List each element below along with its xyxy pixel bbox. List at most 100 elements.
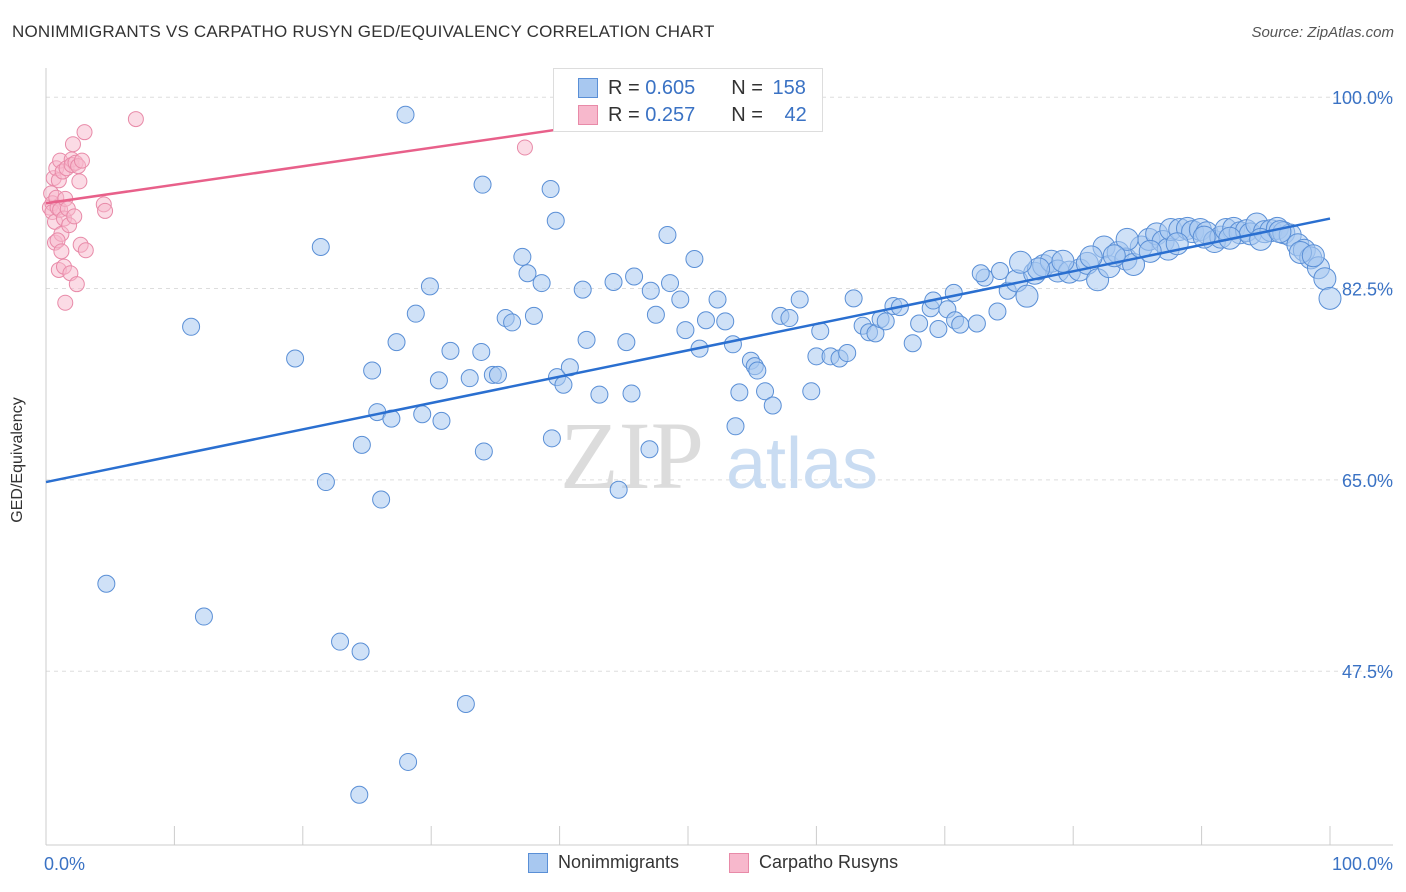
data-point-nonimmigrants [730,383,749,402]
chart-title: NONIMMIGRANTS VS CARPATHO RUSYN GED/EQUI… [12,22,715,41]
data-point-nonimmigrants [1079,245,1103,269]
legend-series: Nonimmigrants Carpatho Rusyns [0,852,1406,876]
data-point-nonimmigrants [350,785,369,804]
data-point-nonimmigrants [573,280,592,299]
tick-labels: 47.5% 65.0% 82.5% 100.0% 0.0% 100.0% [44,88,1393,874]
data-point-nonimmigrants [554,375,573,394]
data-point-nonimmigrants [488,365,507,384]
data-point-nonimmigrants [432,411,451,430]
data-point-nonimmigrants [429,371,448,390]
data-point-nonimmigrants [460,369,479,388]
data-point-nonimmigrants [542,429,561,448]
x-tick-label: 0.0% [44,854,85,874]
data-point-carpatho-rusyns [77,242,94,259]
trend-line-carpatho-rusyns [45,126,571,205]
legend-n-label: N = [731,103,769,126]
data-point-carpatho-rusyns [57,294,74,311]
data-point-nonimmigrants [1138,239,1162,263]
data-point-nonimmigrants [1051,249,1075,273]
data-point-nonimmigrants [685,250,704,269]
data-point-nonimmigrants [513,247,532,266]
carpatho-rusyns-points [41,111,533,311]
y-axis-label: GED/Equivalency [9,397,26,523]
data-point-carpatho-rusyns [516,139,533,156]
data-point-nonimmigrants [351,642,370,661]
data-point-nonimmigrants [406,304,425,323]
data-point-nonimmigrants [541,180,560,199]
data-point-nonimmigrants [396,105,415,124]
data-point-nonimmigrants [474,442,493,461]
data-point-nonimmigrants [546,211,565,230]
data-point-nonimmigrants [844,289,863,308]
axes [45,68,1393,846]
data-point-carpatho-rusyns [76,124,93,141]
data-point-nonimmigrants [991,262,1010,281]
data-point-carpatho-rusyns [66,208,83,225]
y-tick-label: 82.5% [1342,280,1393,300]
data-point-nonimmigrants [622,384,641,403]
data-point-nonimmigrants [876,312,895,331]
data-point-nonimmigrants [316,473,335,492]
data-point-nonimmigrants [609,480,628,499]
source-label: Source: ZipAtlas.com [1251,24,1394,41]
data-point-nonimmigrants [524,306,543,325]
data-point-nonimmigrants [590,385,609,404]
y-tick-label: 65.0% [1342,471,1393,491]
watermark-atlas: atlas [726,424,878,504]
data-point-nonimmigrants [748,361,767,380]
trend-line-nonimmigrants [45,217,1331,484]
data-point-nonimmigrants [1313,267,1337,291]
data-point-nonimmigrants [658,225,677,244]
data-point-nonimmigrants [944,283,963,302]
data-point-carpatho-rusyns [53,243,70,260]
x-tick-label: 100.0% [1332,854,1393,874]
data-point-nonimmigrants [311,237,330,256]
legend-r-label: R = [608,76,646,99]
data-point-nonimmigrants [1015,284,1039,308]
data-point-nonimmigrants [1115,227,1139,251]
data-point-nonimmigrants [967,314,986,333]
data-point-nonimmigrants [97,574,116,593]
data-point-nonimmigrants [472,342,491,361]
data-point-nonimmigrants [518,264,537,283]
legend-row-carpatho-rusyns: R = 0.257 N = 42 [578,104,807,126]
y-tick-label: 47.5% [1342,662,1393,682]
data-point-carpatho-rusyns [68,276,85,293]
data-point-nonimmigrants [910,314,929,333]
legend-swatch-blue [578,78,598,98]
data-point-nonimmigrants [988,302,1007,321]
data-point-nonimmigrants [802,382,821,401]
legend-row-nonimmigrants: R = 0.605 N = 158 [578,77,806,99]
legend-label-carpatho-rusyns: Carpatho Rusyns [759,852,899,872]
data-point-carpatho-rusyns [64,136,81,153]
data-point-nonimmigrants [646,305,665,324]
legend-stats: R = 0.605 N = 158 R = 0.257 N = 42 [553,68,823,132]
nonimmigrants-points [97,105,1342,804]
data-point-nonimmigrants [716,312,735,331]
data-point-nonimmigrants [441,341,460,360]
data-point-nonimmigrants [708,290,727,309]
data-point-nonimmigrants [473,175,492,194]
data-point-nonimmigrants [790,290,809,309]
data-point-nonimmigrants [352,435,371,454]
data-point-nonimmigrants [971,264,990,283]
legend-n-value: 42 [784,103,807,126]
data-point-nonimmigrants [182,317,201,336]
watermark: ZIP atlas [560,402,878,509]
data-point-nonimmigrants [413,405,432,424]
data-point-nonimmigrants [363,361,382,380]
y-tick-label: 100.0% [1332,88,1393,108]
data-point-nonimmigrants [756,382,775,401]
legend-item-carpatho-rusyns: Carpatho Rusyns [729,852,898,873]
data-point-nonimmigrants [1318,286,1342,310]
legend-swatch-blue [528,852,548,873]
data-point-nonimmigrants [387,333,406,352]
data-point-nonimmigrants [532,274,551,293]
data-point-nonimmigrants [723,335,742,354]
data-point-nonimmigrants [780,309,799,328]
data-point-nonimmigrants [456,695,475,713]
data-point-nonimmigrants [838,344,857,363]
data-point-nonimmigrants [577,330,596,349]
legend-r-value: 0.257 [645,103,696,126]
